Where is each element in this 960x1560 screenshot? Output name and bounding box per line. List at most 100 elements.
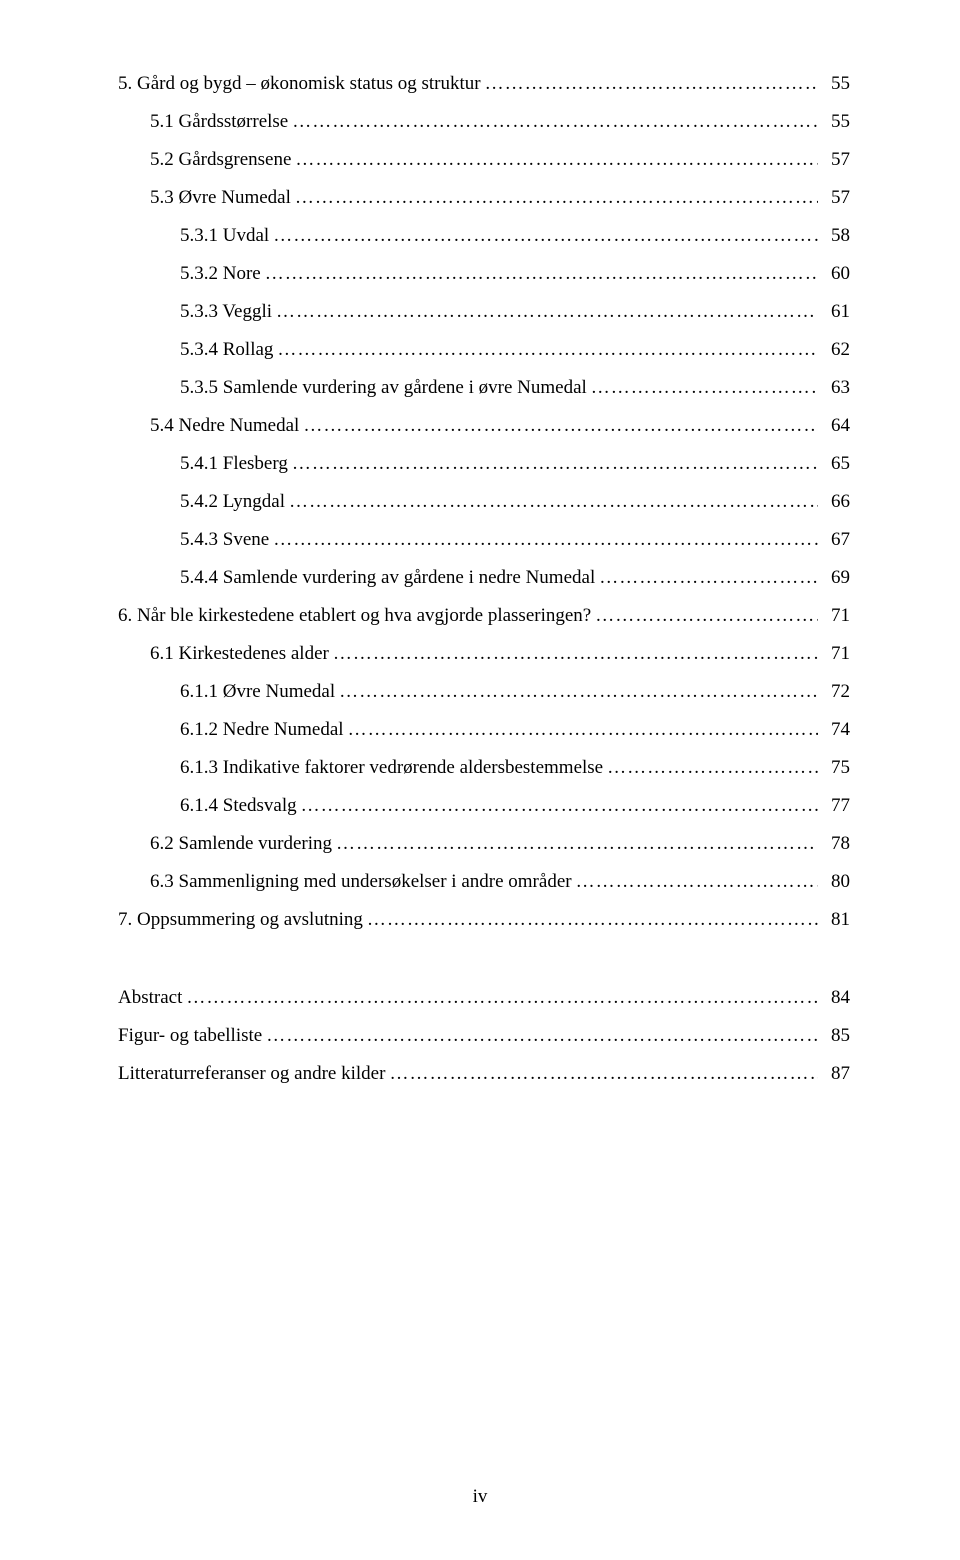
- toc-page: 63: [822, 378, 850, 397]
- toc-leader: [303, 416, 818, 435]
- toc-leader: [295, 150, 818, 169]
- toc-row: 5.3.1 Uvdal 58: [118, 226, 850, 245]
- toc-leader: [336, 834, 818, 853]
- toc-row: 6. Når ble kirkestedene etablert og hva …: [118, 606, 850, 625]
- toc-leader: [266, 1026, 818, 1045]
- toc-row: 5.4.4 Samlende vurdering av gårdene i ne…: [118, 568, 850, 587]
- toc-row: 5.3.2 Nore 60: [118, 264, 850, 283]
- toc-page: 72: [822, 682, 850, 701]
- toc-page: 71: [822, 644, 850, 663]
- toc-page: 60: [822, 264, 850, 283]
- toc-row: 6.3 Sammenligning med undersøkelser i an…: [118, 872, 850, 891]
- toc-row: 6.1 Kirkestedenes alder 71: [118, 644, 850, 663]
- toc-row: 5.3 Øvre Numedal 57: [118, 188, 850, 207]
- toc-row: 5.1 Gårdsstørrelse 55: [118, 112, 850, 131]
- toc-page: 57: [822, 188, 850, 207]
- toc-page: 75: [822, 758, 850, 777]
- toc-leader: [277, 340, 818, 359]
- toc-leader: [265, 264, 818, 283]
- toc-label: 5.4.2 Lyngdal: [180, 492, 285, 511]
- toc-leader: [289, 492, 818, 511]
- toc-label: Litteraturreferanser og andre kilder: [118, 1064, 385, 1083]
- section-gap: [118, 948, 850, 988]
- toc-label: 5.2 Gårdsgrensene: [150, 150, 291, 169]
- toc-label: 6.1.4 Stedsvalg: [180, 796, 297, 815]
- toc-label: 5.4 Nedre Numedal: [150, 416, 299, 435]
- toc-leader: [273, 530, 818, 549]
- toc-row: 6.1.1 Øvre Numedal 72: [118, 682, 850, 701]
- toc-row: 5.3.5 Samlende vurdering av gårdene i øv…: [118, 378, 850, 397]
- toc-label: 5.3.1 Uvdal: [180, 226, 269, 245]
- toc-leader: [292, 112, 818, 131]
- toc-page: 69: [822, 568, 850, 587]
- toc-row: Litteraturreferanser og andre kilder 87: [118, 1064, 850, 1083]
- toc-label: 6.1.3 Indikative faktorer vedrørende ald…: [180, 758, 603, 777]
- toc-label: 5. Gård og bygd – økonomisk status og st…: [118, 74, 481, 93]
- toc-page: 61: [822, 302, 850, 321]
- toc-label: 5.3.2 Nore: [180, 264, 261, 283]
- toc-page: 84: [822, 988, 850, 1007]
- toc-leader: [273, 226, 818, 245]
- toc-page: 66: [822, 492, 850, 511]
- toc-label: Abstract: [118, 988, 182, 1007]
- toc-leader: [276, 302, 818, 321]
- toc-page: 80: [822, 872, 850, 891]
- appendix-list: Abstract 84 Figur- og tabelliste 85 Litterat…: [118, 988, 850, 1083]
- toc-label: 5.4.3 Svene: [180, 530, 269, 549]
- toc-label: 6.2 Samlende vurdering: [150, 834, 332, 853]
- toc-label: 6.1.1 Øvre Numedal: [180, 682, 335, 701]
- toc-label: 5.3 Øvre Numedal: [150, 188, 291, 207]
- toc-label: 6.1 Kirkestedenes alder: [150, 644, 329, 663]
- toc-label: 6.1.2 Nedre Numedal: [180, 720, 344, 739]
- toc-page: 55: [822, 74, 850, 93]
- toc-page: 62: [822, 340, 850, 359]
- toc-row: 5. Gård og bygd – økonomisk status og st…: [118, 74, 850, 93]
- toc-row: 7. Oppsummering og avslutning 81: [118, 910, 850, 929]
- toc-leader: [389, 1064, 818, 1083]
- toc-leader: [292, 454, 818, 473]
- page-number: iv: [0, 1487, 960, 1506]
- toc-leader: [295, 188, 818, 207]
- toc-leader: [339, 682, 818, 701]
- toc-leader: [333, 644, 818, 663]
- toc-page: 64: [822, 416, 850, 435]
- toc-label: 5.3.5 Samlende vurdering av gårdene i øv…: [180, 378, 587, 397]
- toc-leader: [607, 758, 818, 777]
- toc-row: 5.4.1 Flesberg 65: [118, 454, 850, 473]
- toc-row: 5.4.3 Svene 67: [118, 530, 850, 549]
- toc-row: 6.1.3 Indikative faktorer vedrørende ald…: [118, 758, 850, 777]
- toc-row: 5.3.3 Veggli 61: [118, 302, 850, 321]
- toc-page: 74: [822, 720, 850, 739]
- toc-label: 6. Når ble kirkestedene etablert og hva …: [118, 606, 591, 625]
- toc-leader: [485, 74, 818, 93]
- toc-page: 55: [822, 112, 850, 131]
- toc-page: 71: [822, 606, 850, 625]
- toc-leader: [348, 720, 818, 739]
- toc-page: 87: [822, 1064, 850, 1083]
- toc-row: 6.1.2 Nedre Numedal 74: [118, 720, 850, 739]
- toc-label: 7. Oppsummering og avslutning: [118, 910, 363, 929]
- toc-label: 5.4.1 Flesberg: [180, 454, 288, 473]
- toc-label: 6.3 Sammenligning med undersøkelser i an…: [150, 872, 572, 891]
- toc-page: 57: [822, 150, 850, 169]
- toc-row: Abstract 84: [118, 988, 850, 1007]
- toc-page: 65: [822, 454, 850, 473]
- toc-page: 81: [822, 910, 850, 929]
- toc-leader: [367, 910, 818, 929]
- toc-page: 58: [822, 226, 850, 245]
- toc-row: 5.4.2 Lyngdal 66: [118, 492, 850, 511]
- toc-page: 67: [822, 530, 850, 549]
- toc-row: 5.4 Nedre Numedal 64: [118, 416, 850, 435]
- toc-row: Figur- og tabelliste 85: [118, 1026, 850, 1045]
- toc-row: 6.2 Samlende vurdering78: [118, 834, 850, 853]
- toc-page: 85: [822, 1026, 850, 1045]
- toc-row: 5.2 Gårdsgrensene 57: [118, 150, 850, 169]
- toc-label: Figur- og tabelliste: [118, 1026, 262, 1045]
- toc-row: 6.1.4 Stedsvalg 77: [118, 796, 850, 815]
- toc-leader: [595, 606, 818, 625]
- toc-leader: [591, 378, 818, 397]
- toc-page: 77: [822, 796, 850, 815]
- toc-label: 5.1 Gårdsstørrelse: [150, 112, 288, 131]
- toc-label: 5.3.3 Veggli: [180, 302, 272, 321]
- toc-leader: [576, 872, 818, 891]
